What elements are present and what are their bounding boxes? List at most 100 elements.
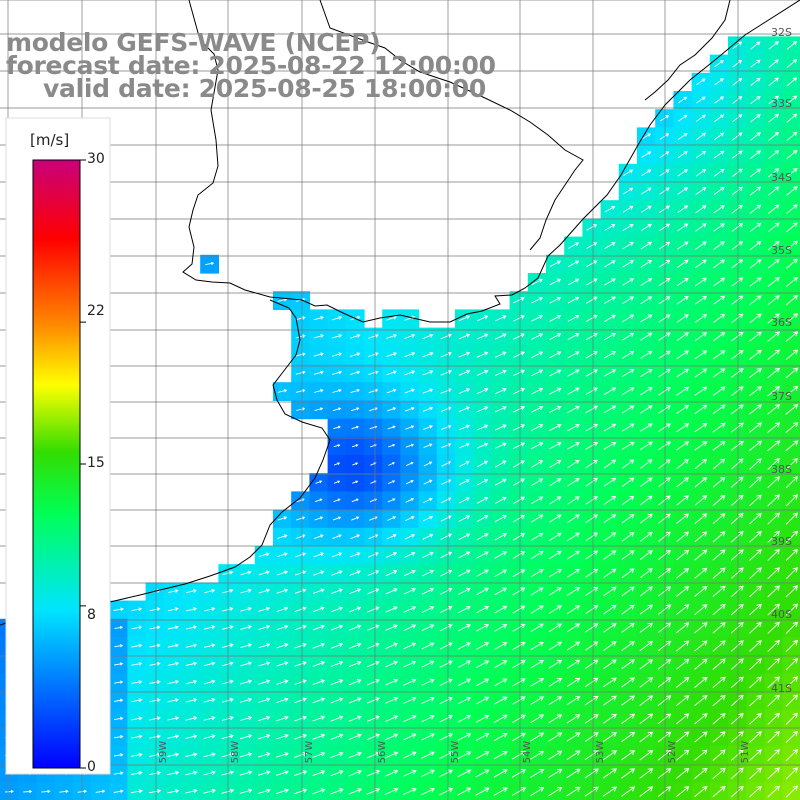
wind-arrow: [694, 713, 708, 725]
wind-arrow: [131, 770, 143, 776]
wind-arrow: [694, 567, 708, 579]
wind-arrow: [567, 442, 580, 450]
wind-arrow: [767, 240, 780, 251]
wind-arrow: [494, 660, 508, 669]
wind-arrow: [658, 477, 671, 488]
wind-arrow: [676, 695, 690, 707]
wind-arrow: [185, 625, 198, 630]
wind-arrow: [312, 624, 325, 631]
wind-arrow: [730, 713, 744, 725]
wind-arrow: [366, 733, 380, 741]
wind-arrow: [131, 752, 143, 757]
wind-arrow: [603, 659, 617, 670]
wind-arrow: [566, 587, 581, 596]
wind-arrow: [767, 712, 780, 725]
wind-arrow: [676, 586, 690, 597]
wind-arrow: [567, 296, 580, 304]
wind-arrow: [639, 568, 653, 579]
wind-arrow: [366, 751, 381, 759]
wind-arrow: [405, 515, 415, 522]
wind-arrow: [422, 388, 434, 394]
colorbar-tick-label-8: 8: [87, 607, 96, 623]
wind-arrow: [387, 516, 397, 521]
wind-arrow: [603, 568, 617, 578]
wind-arrow: [5, 789, 14, 794]
colorbar-tick-label-30: 30: [87, 151, 105, 167]
wind-arrow: [730, 603, 744, 616]
wind-arrow: [731, 168, 743, 177]
wind-arrow: [476, 351, 489, 358]
wind-arrow: [585, 423, 599, 432]
wind-arrow: [712, 749, 726, 761]
wind-arrow: [622, 332, 635, 341]
wind-arrow: [786, 222, 798, 233]
wind-arrow: [457, 751, 472, 759]
wind-arrow: [367, 624, 380, 631]
wind-arrow: [114, 662, 124, 666]
wind-arrow: [423, 443, 433, 448]
wind-arrow: [713, 295, 726, 305]
wind-arrow: [639, 786, 654, 797]
wind-arrow: [785, 295, 798, 306]
wind-arrow: [276, 643, 289, 649]
wind-arrow: [567, 278, 580, 286]
wind-arrow: [585, 514, 599, 523]
wind-arrow: [731, 313, 744, 324]
wind-arrow: [548, 623, 562, 633]
wind-arrow: [439, 624, 453, 632]
latitude-label: 41S: [771, 682, 792, 695]
wind-arrow: [731, 204, 744, 214]
wind-arrow: [403, 569, 416, 577]
wind-arrow: [423, 461, 433, 467]
wind-arrow: [167, 788, 180, 794]
wind-arrow: [712, 640, 726, 652]
wind-arrow: [41, 789, 51, 794]
wind-arrow: [785, 367, 799, 379]
wind-arrow: [567, 459, 580, 469]
wind-arrow: [240, 570, 252, 576]
wind-arrow: [548, 696, 563, 706]
wind-arrow: [512, 714, 526, 723]
wind-arrow: [221, 661, 234, 667]
wind-arrow: [768, 131, 780, 141]
wind-arrow: [257, 752, 271, 758]
wind-arrow: [439, 660, 453, 668]
wind-arrow: [731, 476, 744, 488]
wind-arrow: [330, 733, 344, 740]
wind-arrow: [131, 734, 143, 739]
wind-arrow: [404, 333, 416, 339]
wind-arrow: [113, 753, 124, 757]
wind-arrow: [749, 331, 762, 342]
wind-arrow: [385, 697, 399, 704]
wind-arrow: [167, 625, 179, 630]
wind-arrow: [567, 351, 580, 359]
wind-arrow: [676, 604, 690, 615]
coastline-argentina: [0, 299, 331, 626]
wind-arrow: [530, 750, 545, 760]
wind-arrow: [585, 387, 598, 395]
wind-arrow: [678, 96, 688, 104]
wind-arrow: [333, 480, 341, 484]
wind-arrow: [348, 733, 362, 740]
wind-arrow: [384, 787, 399, 795]
wind-arrow: [277, 552, 288, 558]
wind-arrow: [332, 388, 342, 393]
wind-arrow: [658, 459, 671, 469]
wind-arrow: [149, 788, 162, 794]
wind-arrow: [749, 785, 762, 798]
wind-arrow: [676, 513, 690, 524]
wind-arrow: [712, 458, 726, 470]
wind-arrow: [584, 659, 599, 669]
wind-arrow: [767, 694, 780, 707]
wind-arrow: [694, 585, 708, 597]
wind-arrow: [332, 534, 342, 540]
wind-arrow: [276, 570, 289, 576]
wind-arrow: [767, 367, 781, 379]
wind-arrow: [639, 405, 653, 414]
wind-arrow: [767, 785, 780, 798]
wind-arrow: [712, 785, 726, 798]
wind-arrow: [167, 770, 180, 776]
wind-arrow: [511, 769, 527, 778]
wind-arrow: [548, 678, 563, 687]
wind-arrow: [239, 770, 253, 776]
